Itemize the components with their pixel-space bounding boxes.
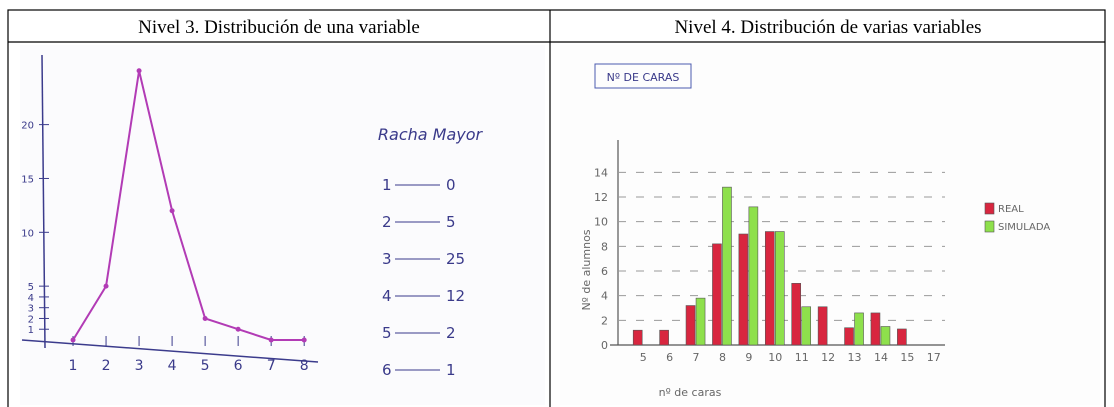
bar — [765, 232, 774, 345]
note-value: 2 — [446, 324, 456, 342]
note-value: 12 — [446, 287, 465, 305]
data-point — [203, 316, 208, 321]
bar — [749, 207, 758, 345]
note-key: 2 — [382, 213, 392, 231]
data-point — [71, 338, 76, 343]
data-point — [170, 208, 175, 213]
bar — [722, 187, 731, 345]
note-value: 5 — [446, 213, 456, 231]
y-tick-label: 10 — [21, 228, 34, 239]
x-tick-label: 2 — [102, 358, 111, 374]
data-point — [236, 327, 241, 332]
x-tick-label: 5 — [201, 358, 210, 374]
data-point — [269, 338, 274, 343]
x-tick-label: 12 — [821, 351, 835, 364]
x-tick-label: 10 — [768, 351, 782, 364]
x-tick-label: 14 — [874, 351, 888, 364]
bar — [696, 298, 705, 345]
y-tick-label: 4 — [28, 293, 34, 304]
note-key: 3 — [382, 250, 392, 268]
y-tick-label: 12 — [594, 191, 608, 204]
note-value: 25 — [446, 250, 465, 268]
legend-label: REAL — [998, 204, 1024, 215]
header-cell: Nivel 3. Distribución de una variable — [138, 17, 420, 38]
bar — [775, 232, 784, 345]
x-axis-label: nº de caras — [659, 386, 722, 399]
data-point — [137, 68, 142, 73]
bar — [792, 283, 801, 345]
y-tick-label: 20 — [21, 121, 34, 132]
bar — [897, 329, 906, 345]
x-tick-label: 3 — [135, 358, 144, 374]
y-tick-label: 5 — [28, 282, 34, 293]
x-tick-label: 17 — [927, 351, 941, 364]
x-tick-label: 11 — [795, 351, 809, 364]
x-tick-label: 1 — [69, 358, 78, 374]
y-tick-label: 10 — [594, 216, 608, 229]
bar — [855, 313, 864, 345]
y-tick-label: 8 — [601, 240, 608, 253]
x-tick-label: 5 — [640, 351, 647, 364]
bar — [845, 328, 854, 345]
x-tick-label: 7 — [693, 351, 700, 364]
bar — [739, 234, 748, 345]
document: Nivel 3. Distribución de una variable Ni… — [0, 0, 1114, 407]
y-tick-label: 1 — [28, 325, 34, 336]
left-image — [20, 45, 545, 405]
bar — [802, 307, 811, 345]
legend-swatch — [985, 221, 994, 232]
data-point — [302, 338, 307, 343]
y-tick-label: 2 — [28, 314, 34, 325]
y-tick-label: 15 — [21, 174, 34, 185]
x-tick-label: 13 — [848, 351, 862, 364]
header-cell: Nivel 4. Distribución de varias variable… — [674, 17, 981, 38]
x-tick-label: 8 — [719, 351, 726, 364]
x-tick-label: 8 — [300, 358, 309, 374]
bar — [871, 313, 880, 345]
note-key: 6 — [382, 361, 392, 379]
legend-label: SIMULADA — [998, 222, 1050, 233]
legend-swatch — [985, 203, 994, 214]
bar — [818, 307, 827, 345]
note-key: 5 — [382, 324, 392, 342]
x-tick-label: 6 — [234, 358, 243, 374]
note-value: 1 — [446, 361, 456, 379]
y-axis-label: Nº de alumnos — [580, 229, 593, 310]
data-point — [104, 284, 109, 289]
y-tick-label: 3 — [28, 304, 34, 315]
bar — [633, 330, 642, 345]
bar — [712, 244, 721, 345]
y-tick-label: 0 — [601, 339, 608, 352]
x-tick-label: 9 — [745, 351, 752, 364]
y-tick-label: 2 — [601, 314, 608, 327]
x-tick-label: 7 — [267, 358, 276, 374]
y-tick-label: 6 — [601, 265, 608, 278]
page: {"table": {"headers": ["Nivel 3. Distrib… — [0, 0, 1114, 407]
bar — [686, 306, 695, 345]
note-title: Racha Mayor — [378, 125, 484, 144]
y-tick-label: 14 — [594, 166, 608, 179]
bar — [881, 327, 890, 346]
x-tick-label: 4 — [168, 358, 177, 374]
x-tick-label: 6 — [666, 351, 673, 364]
bar — [660, 330, 669, 345]
chart-title: Nº DE CARAS — [607, 71, 680, 84]
x-tick-label: 15 — [900, 351, 914, 364]
note-key: 4 — [382, 287, 392, 305]
y-tick-label: 4 — [601, 290, 608, 303]
note-key: 1 — [382, 176, 392, 194]
note-value: 0 — [446, 176, 456, 194]
